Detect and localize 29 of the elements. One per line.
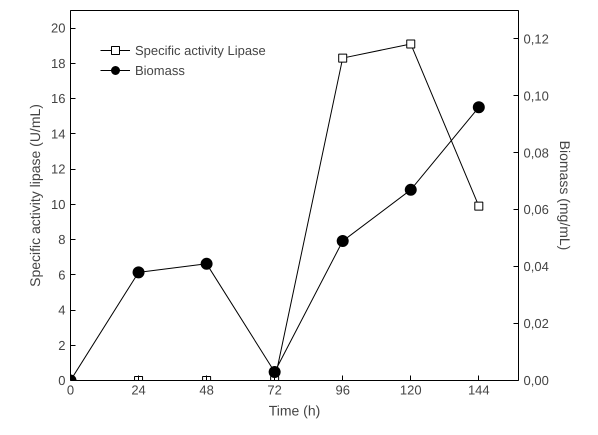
y-tick-label: 0	[58, 373, 66, 388]
y-tick-label: 20	[51, 20, 66, 36]
y2-tick-label: 0,12	[524, 31, 549, 46]
y-tick-label: 18	[51, 56, 66, 71]
x-tick-label: 24	[131, 382, 146, 398]
y2-tick-label: 0,02	[524, 316, 549, 332]
x-tick-label: 120	[400, 382, 422, 398]
y2-axis-title: Biomass (mg/mL)	[556, 140, 573, 250]
y-tick-label: 4	[58, 302, 66, 318]
y-tick-label: 14	[51, 126, 66, 142]
x-tick-label: 48	[199, 382, 214, 398]
y2-tick-label: 0,00	[524, 373, 549, 388]
y-tick-label: 6	[58, 267, 66, 282]
y2-tick-label: 0,04	[524, 259, 549, 274]
x-tick-label: 72	[267, 382, 282, 398]
x-tick-label: 96	[335, 382, 350, 398]
y-tick-label: 8	[58, 232, 66, 248]
y-tick-label: 12	[51, 162, 66, 177]
y2-tick-label: 0,10	[524, 88, 549, 104]
y2-tick-label: 0,06	[524, 202, 549, 218]
legend-label: Biomass	[135, 62, 185, 78]
legend-label: Specific activity Lipase	[135, 42, 266, 58]
y-tick-label: 2	[58, 338, 66, 353]
x-axis-title: Time (h)	[268, 402, 320, 418]
y-tick-label: 10	[51, 196, 66, 212]
x-tick-label: 144	[468, 382, 490, 398]
y2-tick-label: 0,08	[524, 145, 549, 160]
y-tick-label: 16	[51, 91, 66, 106]
y-axis-title: Specific activity lipase (U/mL)	[27, 104, 44, 287]
